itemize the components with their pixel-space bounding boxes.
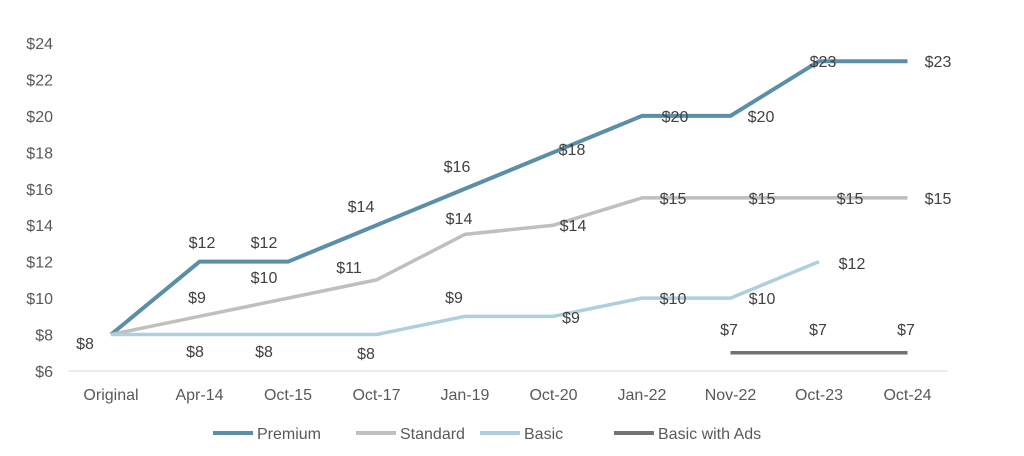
data-label-premium: $16 xyxy=(444,159,471,176)
data-label-premium: $20 xyxy=(662,109,689,126)
y-tick-label: $8 xyxy=(35,328,53,345)
data-label-standard: $10 xyxy=(251,270,278,287)
data-label-standard: $14 xyxy=(560,218,587,235)
x-axis-ticks: Original Apr-14 Oct-15 Oct-17 Jan-19 Oct-20 Ja… xyxy=(83,387,931,404)
data-label-premium: $12 xyxy=(189,235,216,252)
y-tick-label: $12 xyxy=(26,255,53,272)
data-label-premium: $23 xyxy=(810,54,837,71)
data-label-basic: $8 xyxy=(186,344,204,361)
legend-label: Premium xyxy=(257,426,321,443)
series-line-basic xyxy=(111,260,820,337)
data-label-standard: $15 xyxy=(749,191,776,208)
x-tick-label: Jan-22 xyxy=(618,387,667,404)
y-tick-label: $24 xyxy=(26,36,53,53)
series-lines xyxy=(109,59,908,355)
y-tick-label: $6 xyxy=(35,364,53,381)
legend-item-basic-with-ads: Basic with Ads xyxy=(614,426,761,443)
data-label-standard: $14 xyxy=(446,211,473,228)
data-label-standard: $9 xyxy=(188,290,206,307)
data-label-basic: $12 xyxy=(839,256,866,273)
y-tick-label: $10 xyxy=(26,291,53,308)
data-label-basic-with-ads: $7 xyxy=(809,322,827,339)
y-tick-label: $16 xyxy=(26,182,53,199)
data-label-premium: $20 xyxy=(748,109,775,126)
series-line-premium xyxy=(109,59,908,337)
data-label-basic-with-ads: $7 xyxy=(720,322,738,339)
data-label-standard: $15 xyxy=(837,191,864,208)
x-tick-label: Original xyxy=(83,387,138,404)
y-tick-label: $18 xyxy=(26,145,53,162)
data-label-basic: $10 xyxy=(660,291,687,308)
x-tick-label: Nov-22 xyxy=(705,387,757,404)
x-tick-label: Apr-14 xyxy=(175,387,223,404)
data-label-basic-with-ads: $7 xyxy=(897,322,915,339)
legend-item-basic: Basic xyxy=(480,426,563,443)
data-label-basic: $8 xyxy=(357,346,375,363)
x-tick-label: Oct-23 xyxy=(795,387,843,404)
data-label-standard: $11 xyxy=(336,260,362,277)
x-tick-label: Oct-17 xyxy=(352,387,400,404)
legend: Premium Standard Basic Basic with Ads xyxy=(213,426,761,443)
data-label-standard: $15 xyxy=(925,191,952,208)
data-label-basic: $8 xyxy=(76,336,94,353)
legend-item-standard: Standard xyxy=(356,426,465,443)
x-tick-label: Oct-20 xyxy=(529,387,577,404)
y-tick-label: $14 xyxy=(26,218,53,235)
legend-label: Basic with Ads xyxy=(658,426,761,443)
data-label-basic: $9 xyxy=(445,290,463,307)
y-axis-ticks: $6 $8 $10 $12 $14 $16 $18 $20 $22 $24 xyxy=(26,36,53,381)
data-label-premium: $12 xyxy=(251,235,278,252)
data-label-standard: $15 xyxy=(660,191,687,208)
y-tick-label: $20 xyxy=(26,109,53,126)
legend-label: Standard xyxy=(400,426,465,443)
data-labels: $12 $12 $14 $16 $18 $20 $20 $23 $23 $9 $10 $11 $14 $1… xyxy=(76,54,951,363)
y-tick-label: $22 xyxy=(26,72,53,89)
x-tick-label: Oct-24 xyxy=(883,387,931,404)
data-label-premium: $14 xyxy=(348,199,375,216)
x-tick-label: Oct-15 xyxy=(264,387,312,404)
data-label-premium: $23 xyxy=(925,54,952,71)
data-label-basic: $9 xyxy=(562,310,580,327)
x-tick-label: Jan-19 xyxy=(441,387,490,404)
legend-label: Basic xyxy=(524,426,563,443)
data-label-basic: $8 xyxy=(255,344,273,361)
legend-item-premium: Premium xyxy=(213,426,321,443)
series-line-standard xyxy=(110,196,908,337)
data-label-basic: $10 xyxy=(749,291,776,308)
data-label-premium: $18 xyxy=(559,142,586,159)
